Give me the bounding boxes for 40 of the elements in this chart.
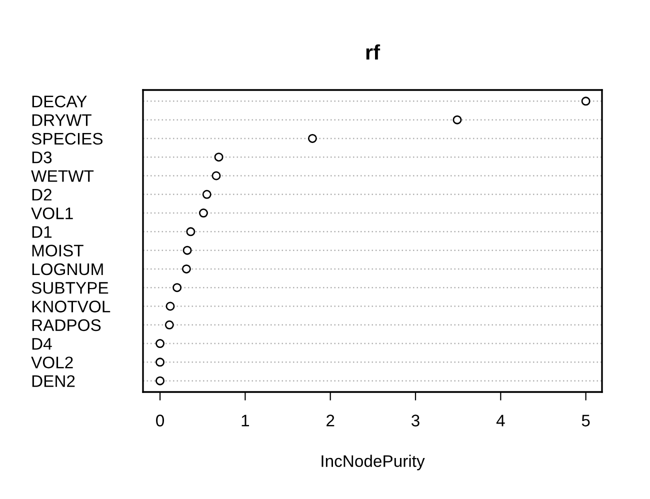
y-tick-label: D4 bbox=[32, 338, 52, 350]
y-tick-label: D1 bbox=[32, 226, 52, 238]
point bbox=[214, 152, 224, 162]
y-tick-label: LOGNUM bbox=[32, 263, 103, 276]
y-tick-label: D3 bbox=[32, 152, 52, 164]
point bbox=[156, 358, 165, 367]
x-tick-label: 5 bbox=[582, 414, 590, 426]
y-tick-label: VOL2 bbox=[31, 356, 73, 368]
x-tick-label: 2 bbox=[326, 414, 334, 426]
point bbox=[156, 376, 165, 386]
point bbox=[581, 96, 590, 106]
x-axis-title: IncNodePurity bbox=[322, 454, 425, 470]
y-tick-label: MOIST bbox=[32, 244, 84, 257]
y-tick-label: RADPOS bbox=[32, 319, 101, 332]
point bbox=[166, 302, 175, 311]
y-tick-label: DECAY bbox=[32, 96, 87, 108]
chart-title: rf bbox=[366, 44, 380, 60]
y-tick-label: D2 bbox=[32, 188, 52, 200]
y-tick-label: KNOTVOL bbox=[32, 300, 110, 312]
point bbox=[308, 134, 317, 143]
point bbox=[198, 208, 208, 218]
point bbox=[452, 115, 462, 124]
point bbox=[156, 339, 165, 348]
point bbox=[182, 264, 191, 274]
y-tick-label: SUBTYPE bbox=[32, 282, 108, 294]
point bbox=[212, 171, 221, 180]
point bbox=[164, 320, 174, 330]
point bbox=[172, 283, 182, 292]
y-tick-label: VOL1 bbox=[31, 207, 73, 220]
point bbox=[186, 227, 196, 236]
x-tick-label: 4 bbox=[496, 414, 505, 426]
x-tick-label: 1 bbox=[242, 414, 250, 426]
y-tick-label: DRYWT bbox=[32, 114, 92, 126]
point bbox=[182, 246, 192, 255]
y-tick-label: WETWT bbox=[31, 170, 94, 182]
y-tick-label: DEN2 bbox=[32, 375, 75, 387]
x-tick-label: 3 bbox=[412, 414, 420, 426]
x-tick-label: 0 bbox=[156, 414, 164, 426]
point bbox=[202, 190, 212, 199]
y-tick-label: SPECIES bbox=[32, 132, 103, 145]
